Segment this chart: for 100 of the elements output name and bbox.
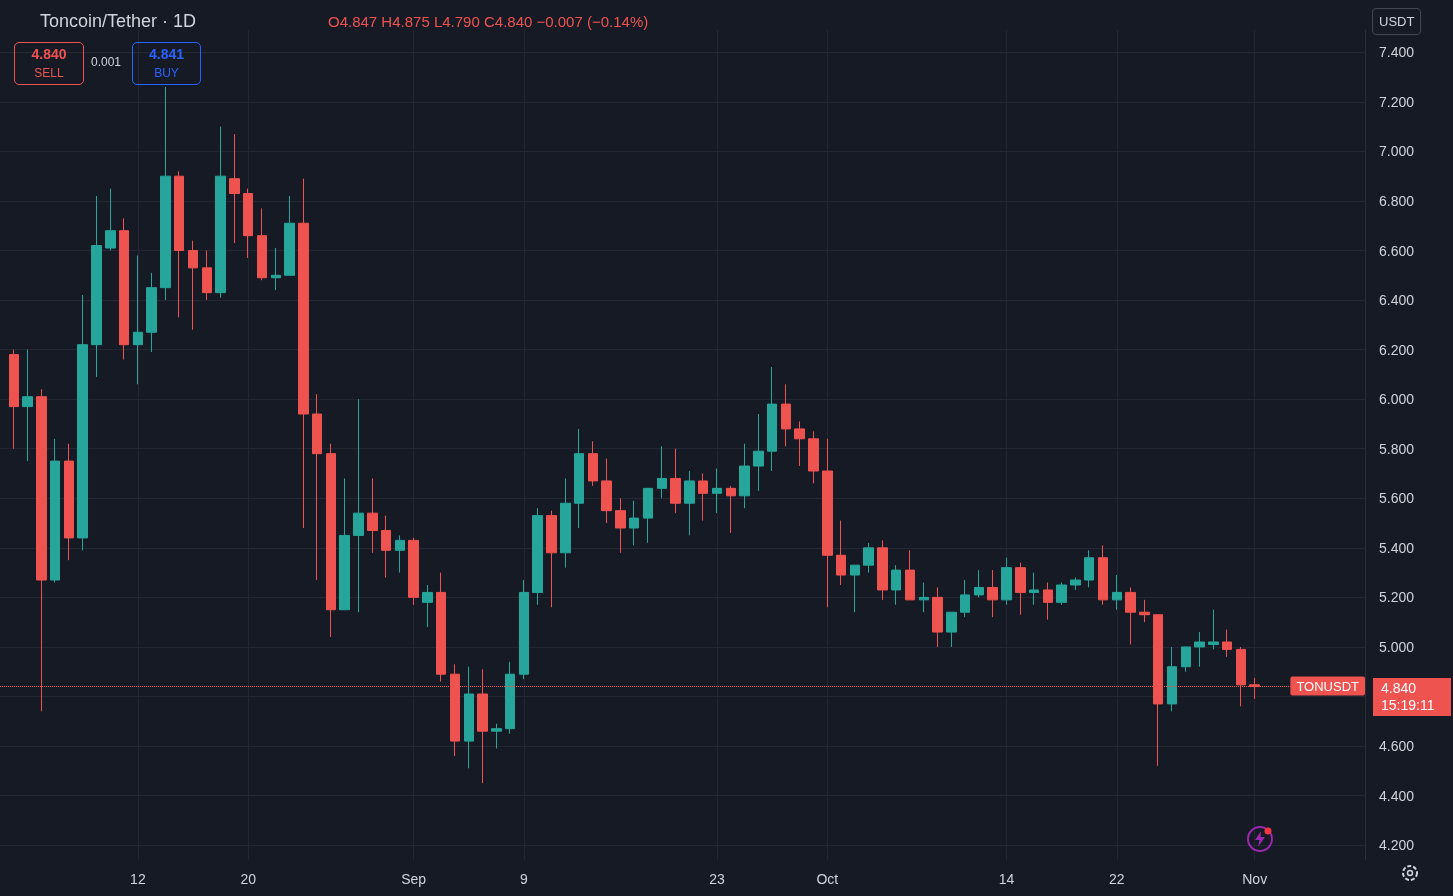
y-tick-label: 4.600	[1379, 738, 1415, 755]
candlestick	[1098, 544, 1108, 606]
candlestick	[601, 458, 612, 524]
candlestick	[519, 579, 529, 680]
x-tick-label: 22	[1109, 871, 1125, 887]
candlestick	[188, 240, 198, 331]
candlestick	[753, 413, 764, 492]
candlestick	[353, 398, 364, 613]
annotation: SELL	[33, 66, 65, 80]
candlestick	[505, 661, 515, 735]
candlestick	[974, 569, 984, 598]
candlestick	[326, 443, 336, 638]
candlestick	[491, 723, 502, 750]
text: USDT	[1372, 8, 1422, 35]
candlestick	[850, 564, 860, 613]
candlestick	[698, 472, 708, 522]
x-tick-label: 23	[709, 871, 725, 887]
candlestick	[794, 420, 805, 467]
candlestick	[464, 666, 474, 769]
candlestick	[339, 477, 350, 611]
candlestick	[919, 582, 929, 613]
candlestick	[133, 254, 143, 385]
x-tick-label: 14	[998, 871, 1015, 887]
y-tick-label: 5.800	[1379, 440, 1415, 457]
y-tick-label: 5.000	[1379, 638, 1415, 655]
y-tick-label: 7.200	[1379, 93, 1415, 110]
candlestick	[1043, 582, 1053, 621]
annotation: 4.841	[147, 46, 185, 62]
candlestick	[271, 247, 281, 291]
candlestick	[243, 188, 253, 259]
candlestick	[905, 549, 915, 601]
candlestick	[1139, 599, 1150, 623]
x-tick-label: 20	[240, 871, 257, 887]
candlestick	[284, 195, 295, 276]
candlestick	[229, 133, 240, 244]
y-tick-label: 6.000	[1379, 391, 1415, 408]
candlestick	[574, 428, 584, 529]
x-tick-label: 12	[130, 871, 146, 887]
candlestick	[395, 534, 405, 574]
text: 15:19:11	[1381, 696, 1435, 713]
candlestick	[50, 438, 60, 584]
candlestick	[891, 564, 901, 606]
candlestick	[91, 195, 102, 378]
candlestick	[215, 126, 226, 299]
candlestick	[1084, 549, 1094, 588]
chart-title: Toncoin/Tether · 1D	[40, 11, 197, 32]
candlestick	[367, 477, 378, 554]
y-tick-label: 7.400	[1379, 44, 1415, 61]
candlestick	[836, 520, 846, 586]
candlestick	[877, 539, 888, 601]
candlestick	[1001, 557, 1012, 606]
candlestick	[1167, 646, 1177, 712]
candlestick	[532, 507, 543, 606]
candlestick	[174, 170, 184, 318]
y-tick-label: 5.400	[1379, 539, 1415, 556]
candlestick	[712, 468, 722, 514]
text: O4.847 H4.875 L4.790 C4.840 −0.007 (−0.14%)	[328, 13, 649, 30]
y-tick-label: 5.200	[1379, 589, 1415, 606]
candlestick	[1015, 562, 1026, 616]
candlestick	[422, 584, 433, 628]
buy-button: 4.841 BUY	[132, 42, 201, 85]
y-tick-label: 4.400	[1379, 787, 1415, 804]
x-tick-label: 9	[520, 871, 529, 887]
candlestick	[960, 579, 970, 618]
candlestick	[932, 586, 943, 648]
candlestick	[1029, 572, 1039, 606]
annotation: 4.840	[30, 46, 68, 62]
candlestick	[629, 500, 639, 546]
candlestick	[381, 515, 391, 579]
candlestick	[684, 470, 695, 536]
y-tick-label: 4.200	[1379, 837, 1415, 854]
candlestick	[946, 611, 957, 648]
candlestick	[1181, 646, 1191, 673]
candlestick	[202, 250, 212, 301]
y-tick-label: 6.600	[1379, 242, 1415, 259]
candlestick	[1125, 586, 1136, 645]
candlestick	[767, 366, 777, 472]
candlestick	[670, 448, 681, 514]
candlestick	[588, 440, 598, 487]
ref-line-label: TONUSDT	[1296, 678, 1360, 694]
candlestick	[298, 178, 309, 529]
y-tick-label: 7.000	[1379, 143, 1415, 160]
candlestick	[436, 572, 446, 683]
candlestick	[615, 497, 626, 554]
candlestick	[657, 445, 667, 499]
candlestick	[1194, 631, 1205, 668]
y-tick-label: 6.800	[1379, 192, 1415, 209]
candlestick	[781, 383, 791, 447]
candlestick	[643, 487, 653, 544]
candlestick	[22, 349, 33, 462]
candlestick	[1056, 582, 1067, 606]
candlestick	[105, 188, 116, 252]
candlestick	[1208, 609, 1219, 650]
candlestick	[863, 542, 874, 574]
candlestick	[560, 477, 571, 569]
candlestick	[726, 485, 736, 534]
candlestick	[146, 272, 157, 353]
candlestick	[822, 438, 833, 608]
candlestick	[312, 393, 322, 581]
candlestick	[1222, 629, 1232, 658]
